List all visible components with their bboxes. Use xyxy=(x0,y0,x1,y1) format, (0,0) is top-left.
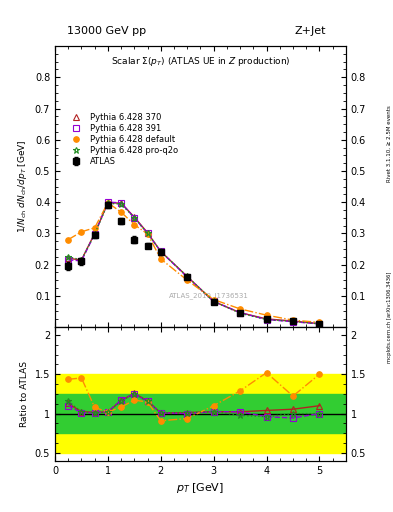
Text: Scalar $\Sigma(p_T)$ (ATLAS UE in $Z$ production): Scalar $\Sigma(p_T)$ (ATLAS UE in $Z$ pr… xyxy=(111,54,290,68)
Y-axis label: $1/N_\mathrm{ch}\;dN_\mathrm{ch}/dp_T\;[\mathrm{GeV}]$: $1/N_\mathrm{ch}\;dN_\mathrm{ch}/dp_T\;[… xyxy=(16,140,29,233)
Pythia 6.428 default xyxy=(145,231,150,237)
Pythia 6.428 pro-q2o xyxy=(238,310,242,316)
Pythia 6.428 pro-q2o xyxy=(106,200,110,206)
Pythia 6.428 370 xyxy=(185,273,189,280)
Pythia 6.428 391 xyxy=(66,257,71,263)
Pythia 6.428 391 xyxy=(238,310,242,316)
Pythia 6.428 370 xyxy=(79,257,84,263)
Pythia 6.428 pro-q2o xyxy=(290,318,295,325)
Pythia 6.428 391 xyxy=(264,316,269,323)
Pythia 6.428 391 xyxy=(92,231,97,237)
Pythia 6.428 370 xyxy=(119,200,123,206)
Line: Pythia 6.428 default: Pythia 6.428 default xyxy=(66,200,322,325)
Pythia 6.428 pro-q2o xyxy=(264,316,269,323)
Pythia 6.428 pro-q2o xyxy=(132,215,137,221)
Pythia 6.428 370 xyxy=(317,321,322,327)
Pythia 6.428 370 xyxy=(264,316,269,322)
Line: Pythia 6.428 370: Pythia 6.428 370 xyxy=(66,200,322,326)
Pythia 6.428 391 xyxy=(211,298,216,305)
Pythia 6.428 370 xyxy=(66,255,71,262)
Pythia 6.428 default xyxy=(238,306,242,312)
Pythia 6.428 391 xyxy=(79,258,84,264)
Pythia 6.428 default xyxy=(158,256,163,262)
Pythia 6.428 370 xyxy=(158,248,163,254)
Pythia 6.428 pro-q2o xyxy=(317,321,322,327)
Pythia 6.428 default xyxy=(66,237,71,243)
Text: mcplots.cern.ch [arXiv:1306.3436]: mcplots.cern.ch [arXiv:1306.3436] xyxy=(387,272,391,363)
Pythia 6.428 370 xyxy=(106,200,110,206)
Pythia 6.428 pro-q2o xyxy=(92,231,97,237)
Line: Pythia 6.428 391: Pythia 6.428 391 xyxy=(66,199,322,327)
Bar xyxy=(55,394,346,433)
Pythia 6.428 default xyxy=(290,317,295,323)
Y-axis label: Ratio to ATLAS: Ratio to ATLAS xyxy=(20,361,29,427)
Pythia 6.428 370 xyxy=(145,230,150,236)
Legend: Pythia 6.428 370, Pythia 6.428 391, Pythia 6.428 default, Pythia 6.428 pro-q2o, : Pythia 6.428 370, Pythia 6.428 391, Pyth… xyxy=(65,112,179,167)
X-axis label: $p_T\;[\mathrm{GeV}]$: $p_T\;[\mathrm{GeV}]$ xyxy=(176,481,224,495)
Pythia 6.428 370 xyxy=(290,318,295,324)
Pythia 6.428 pro-q2o xyxy=(158,248,163,254)
Pythia 6.428 pro-q2o xyxy=(66,254,71,260)
Pythia 6.428 370 xyxy=(92,230,97,237)
Text: 13000 GeV pp: 13000 GeV pp xyxy=(67,26,146,36)
Pythia 6.428 391 xyxy=(119,200,123,206)
Pythia 6.428 default xyxy=(185,277,189,283)
Line: Pythia 6.428 pro-q2o: Pythia 6.428 pro-q2o xyxy=(65,200,323,327)
Bar xyxy=(55,374,346,453)
Pythia 6.428 pro-q2o xyxy=(79,257,84,263)
Pythia 6.428 391 xyxy=(290,318,295,325)
Pythia 6.428 391 xyxy=(132,215,137,221)
Pythia 6.428 391 xyxy=(145,230,150,237)
Pythia 6.428 pro-q2o xyxy=(211,298,216,305)
Pythia 6.428 default xyxy=(92,225,97,231)
Pythia 6.428 default xyxy=(79,229,84,235)
Pythia 6.428 default xyxy=(119,209,123,215)
Pythia 6.428 391 xyxy=(185,274,189,280)
Pythia 6.428 391 xyxy=(317,321,322,327)
Text: Z+Jet: Z+Jet xyxy=(295,26,326,36)
Pythia 6.428 pro-q2o xyxy=(145,230,150,237)
Pythia 6.428 pro-q2o xyxy=(185,273,189,280)
Pythia 6.428 default xyxy=(264,312,269,318)
Pythia 6.428 default xyxy=(132,222,137,228)
Text: Rivet 3.1.10, ≥ 2.5M events: Rivet 3.1.10, ≥ 2.5M events xyxy=(387,105,391,182)
Pythia 6.428 pro-q2o xyxy=(119,201,123,207)
Pythia 6.428 391 xyxy=(158,248,163,254)
Pythia 6.428 370 xyxy=(132,214,137,220)
Pythia 6.428 370 xyxy=(211,298,216,305)
Pythia 6.428 default xyxy=(317,319,322,326)
Pythia 6.428 default xyxy=(106,200,110,206)
Pythia 6.428 370 xyxy=(238,310,242,316)
Text: ATLAS_2019_I1736531: ATLAS_2019_I1736531 xyxy=(169,292,249,299)
Pythia 6.428 default xyxy=(211,296,216,303)
Pythia 6.428 391 xyxy=(106,199,110,205)
